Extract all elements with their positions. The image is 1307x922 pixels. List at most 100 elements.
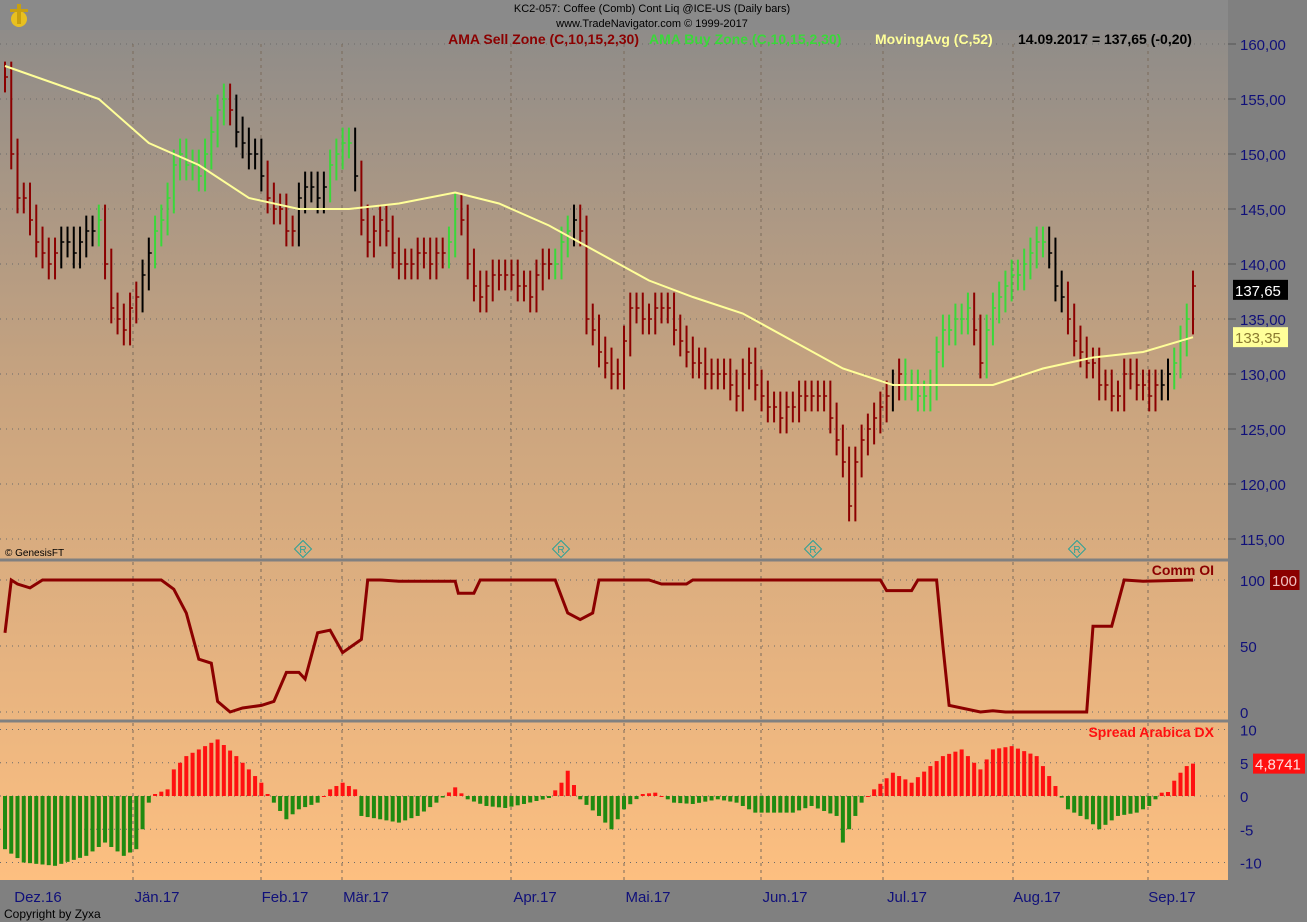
legend-moving-avg[interactable]: MovingAvg (C,52): [875, 31, 993, 47]
dx-bar[interactable]: [728, 796, 733, 802]
price-bar[interactable]: [129, 292, 134, 346]
price-bar[interactable]: [1173, 347, 1178, 390]
price-bar[interactable]: [466, 204, 471, 280]
price-bar[interactable]: [310, 171, 315, 203]
price-bar[interactable]: [716, 358, 721, 390]
dx-bar[interactable]: [1191, 763, 1195, 796]
price-bar[interactable]: [1116, 380, 1121, 412]
dx-bar[interactable]: [1059, 796, 1064, 798]
price-bar[interactable]: [666, 292, 671, 324]
price-bar[interactable]: [816, 380, 821, 412]
price-bar[interactable]: [729, 358, 734, 401]
dx-bar[interactable]: [872, 789, 877, 796]
dx-bar[interactable]: [553, 790, 558, 796]
dx-bar[interactable]: [284, 796, 289, 820]
price-bar[interactable]: [1104, 369, 1109, 401]
dx-bar[interactable]: [296, 796, 301, 810]
dx-bar[interactable]: [922, 771, 927, 796]
dx-bar[interactable]: [1028, 753, 1033, 796]
dx-bar[interactable]: [384, 796, 389, 821]
dx-bar[interactable]: [315, 796, 320, 803]
price-bar[interactable]: [47, 237, 52, 280]
dx-bar[interactable]: [778, 796, 783, 813]
price-bar[interactable]: [422, 237, 427, 269]
price-bar[interactable]: [898, 358, 903, 401]
dx-bar[interactable]: [328, 789, 333, 796]
dx-bar[interactable]: [684, 796, 689, 804]
price-bar[interactable]: [973, 292, 978, 346]
dx-bar[interactable]: [715, 796, 720, 800]
price-bar[interactable]: [497, 259, 502, 291]
price-bar[interactable]: [873, 402, 878, 445]
price-bar[interactable]: [1004, 270, 1009, 313]
price-bar[interactable]: [29, 182, 34, 236]
dx-bar[interactable]: [609, 796, 614, 830]
price-bar[interactable]: [679, 314, 684, 357]
price-bar[interactable]: [335, 138, 340, 181]
price-bar[interactable]: [441, 237, 446, 269]
price-bar[interactable]: [1016, 259, 1021, 291]
dx-bar[interactable]: [672, 796, 677, 803]
dx-bar[interactable]: [1178, 772, 1183, 796]
price-bar[interactable]: [1023, 248, 1028, 291]
price-bar[interactable]: [522, 270, 527, 302]
price-bar[interactable]: [79, 226, 84, 269]
price-bar[interactable]: [966, 292, 971, 335]
price-bar[interactable]: [585, 215, 590, 335]
dx-bar[interactable]: [153, 794, 158, 796]
price-bar[interactable]: [491, 259, 496, 302]
dx-bar[interactable]: [784, 796, 789, 813]
price-bar[interactable]: [16, 138, 21, 214]
dx-bar[interactable]: [640, 794, 645, 796]
dx-bar[interactable]: [221, 745, 226, 796]
price-bar[interactable]: [879, 391, 884, 434]
dx-bar[interactable]: [934, 761, 939, 796]
price-bar[interactable]: [197, 149, 202, 192]
price-bar[interactable]: [435, 237, 440, 280]
dx-bar[interactable]: [415, 796, 420, 816]
dx-bar[interactable]: [984, 759, 989, 796]
dx-bar[interactable]: [71, 796, 76, 860]
price-bar[interactable]: [410, 248, 415, 280]
dx-bar[interactable]: [353, 789, 358, 796]
price-bar[interactable]: [54, 237, 59, 280]
dx-bar[interactable]: [659, 796, 664, 797]
price-bar[interactable]: [798, 380, 803, 423]
dx-bar[interactable]: [1078, 796, 1083, 816]
dx-bar[interactable]: [1040, 766, 1045, 796]
dx-bar[interactable]: [1184, 766, 1189, 796]
price-bar[interactable]: [748, 347, 753, 390]
price-bar[interactable]: [766, 380, 771, 423]
price-bar[interactable]: [1135, 358, 1140, 401]
dx-bar[interactable]: [503, 796, 508, 808]
dx-bar[interactable]: [1140, 796, 1145, 810]
price-bar[interactable]: [135, 281, 140, 324]
price-bar[interactable]: [485, 270, 490, 313]
price-bar[interactable]: [360, 160, 365, 236]
dx-bar[interactable]: [1153, 796, 1158, 800]
price-bar[interactable]: [1066, 281, 1071, 335]
price-bar[interactable]: [110, 248, 115, 324]
dx-bar[interactable]: [947, 753, 952, 796]
dx-bar[interactable]: [959, 749, 964, 796]
price-bar[interactable]: [279, 193, 284, 225]
price-bar[interactable]: [241, 116, 246, 159]
dx-bar[interactable]: [928, 766, 933, 796]
price-bar[interactable]: [1166, 358, 1171, 401]
price-bar[interactable]: [235, 94, 240, 148]
price-bar[interactable]: [254, 138, 259, 170]
price-bar[interactable]: [648, 303, 653, 335]
dx-bar[interactable]: [409, 796, 414, 819]
price-bar[interactable]: [948, 314, 953, 346]
price-bar[interactable]: [354, 127, 359, 192]
dx-bar[interactable]: [453, 787, 458, 796]
price-bar[interactable]: [479, 270, 484, 313]
dx-bar[interactable]: [459, 793, 464, 796]
price-bar[interactable]: [860, 424, 865, 478]
price-bar[interactable]: [604, 336, 609, 379]
dx-bar[interactable]: [1084, 796, 1089, 820]
price-bar[interactable]: [660, 292, 665, 324]
dx-bar[interactable]: [834, 796, 839, 816]
dx-bar[interactable]: [534, 796, 539, 801]
dx-bar[interactable]: [1072, 796, 1077, 813]
